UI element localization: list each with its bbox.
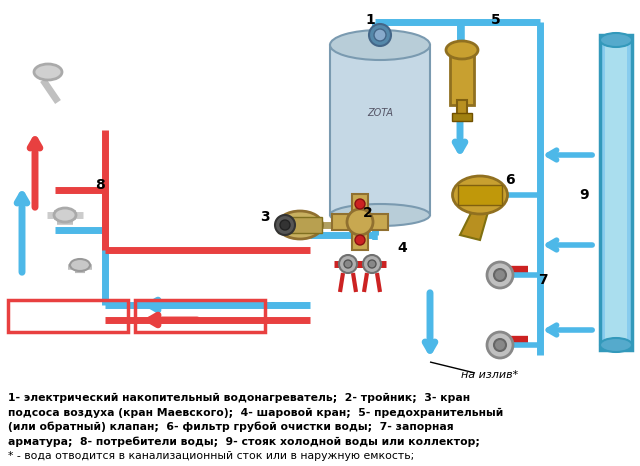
- Ellipse shape: [600, 338, 632, 352]
- Polygon shape: [460, 205, 490, 240]
- Bar: [332, 214, 388, 230]
- Text: на излив*: на излив*: [461, 370, 518, 380]
- Bar: [278, 217, 322, 233]
- Text: 6: 6: [505, 173, 515, 187]
- Text: арматура;  8- потребители воды;  9- стояк холодной воды или коллектор;: арматура; 8- потребители воды; 9- стояк …: [8, 437, 480, 447]
- Text: (или обратный) клапан;  6- фильтр грубой очистки воды;  7- запорная: (или обратный) клапан; 6- фильтр грубой …: [8, 422, 454, 432]
- Circle shape: [487, 262, 513, 288]
- Text: 3: 3: [260, 210, 270, 224]
- Bar: [352, 194, 368, 250]
- Circle shape: [275, 215, 295, 235]
- Circle shape: [368, 260, 376, 268]
- Bar: [600, 35, 632, 350]
- Bar: [8, 300, 128, 332]
- Ellipse shape: [34, 64, 62, 80]
- Ellipse shape: [446, 41, 478, 59]
- Bar: [450, 50, 474, 105]
- Circle shape: [280, 220, 290, 230]
- Text: 1- электрический накопительный водонагреватель;  2- тройник;  3- кран: 1- электрический накопительный водонагре…: [8, 393, 470, 403]
- Bar: [457, 100, 467, 118]
- Bar: [605, 40, 627, 345]
- Text: ZOTA: ZOTA: [367, 108, 393, 118]
- Text: 7: 7: [538, 273, 548, 287]
- Text: подсоса воздуха (кран Маевского);  4- шаровой кран;  5- предохранительный: подсоса воздуха (кран Маевского); 4- шар…: [8, 407, 503, 418]
- Ellipse shape: [452, 176, 508, 214]
- Text: * - вода отводится в канализационный сток или в наружную емкость;: * - вода отводится в канализационный сто…: [8, 451, 414, 461]
- Ellipse shape: [278, 211, 323, 239]
- Text: 5: 5: [491, 13, 501, 27]
- Circle shape: [487, 332, 513, 358]
- Bar: [452, 113, 472, 121]
- Ellipse shape: [330, 30, 430, 60]
- Circle shape: [363, 255, 381, 273]
- Text: 9: 9: [579, 188, 589, 202]
- Ellipse shape: [600, 33, 632, 47]
- Bar: [135, 300, 265, 332]
- Text: 2: 2: [363, 206, 373, 220]
- Circle shape: [347, 209, 373, 235]
- Text: 1: 1: [365, 13, 375, 27]
- Bar: [458, 185, 502, 205]
- Bar: [330, 45, 430, 215]
- Circle shape: [355, 235, 365, 245]
- Text: 8: 8: [95, 178, 105, 192]
- Ellipse shape: [330, 204, 430, 226]
- Circle shape: [369, 24, 391, 46]
- Ellipse shape: [54, 208, 76, 222]
- Circle shape: [344, 260, 352, 268]
- Circle shape: [494, 339, 506, 351]
- Circle shape: [374, 29, 386, 41]
- Circle shape: [339, 255, 357, 273]
- Ellipse shape: [70, 259, 90, 271]
- Circle shape: [494, 269, 506, 281]
- Text: 4: 4: [397, 241, 407, 255]
- Circle shape: [355, 199, 365, 209]
